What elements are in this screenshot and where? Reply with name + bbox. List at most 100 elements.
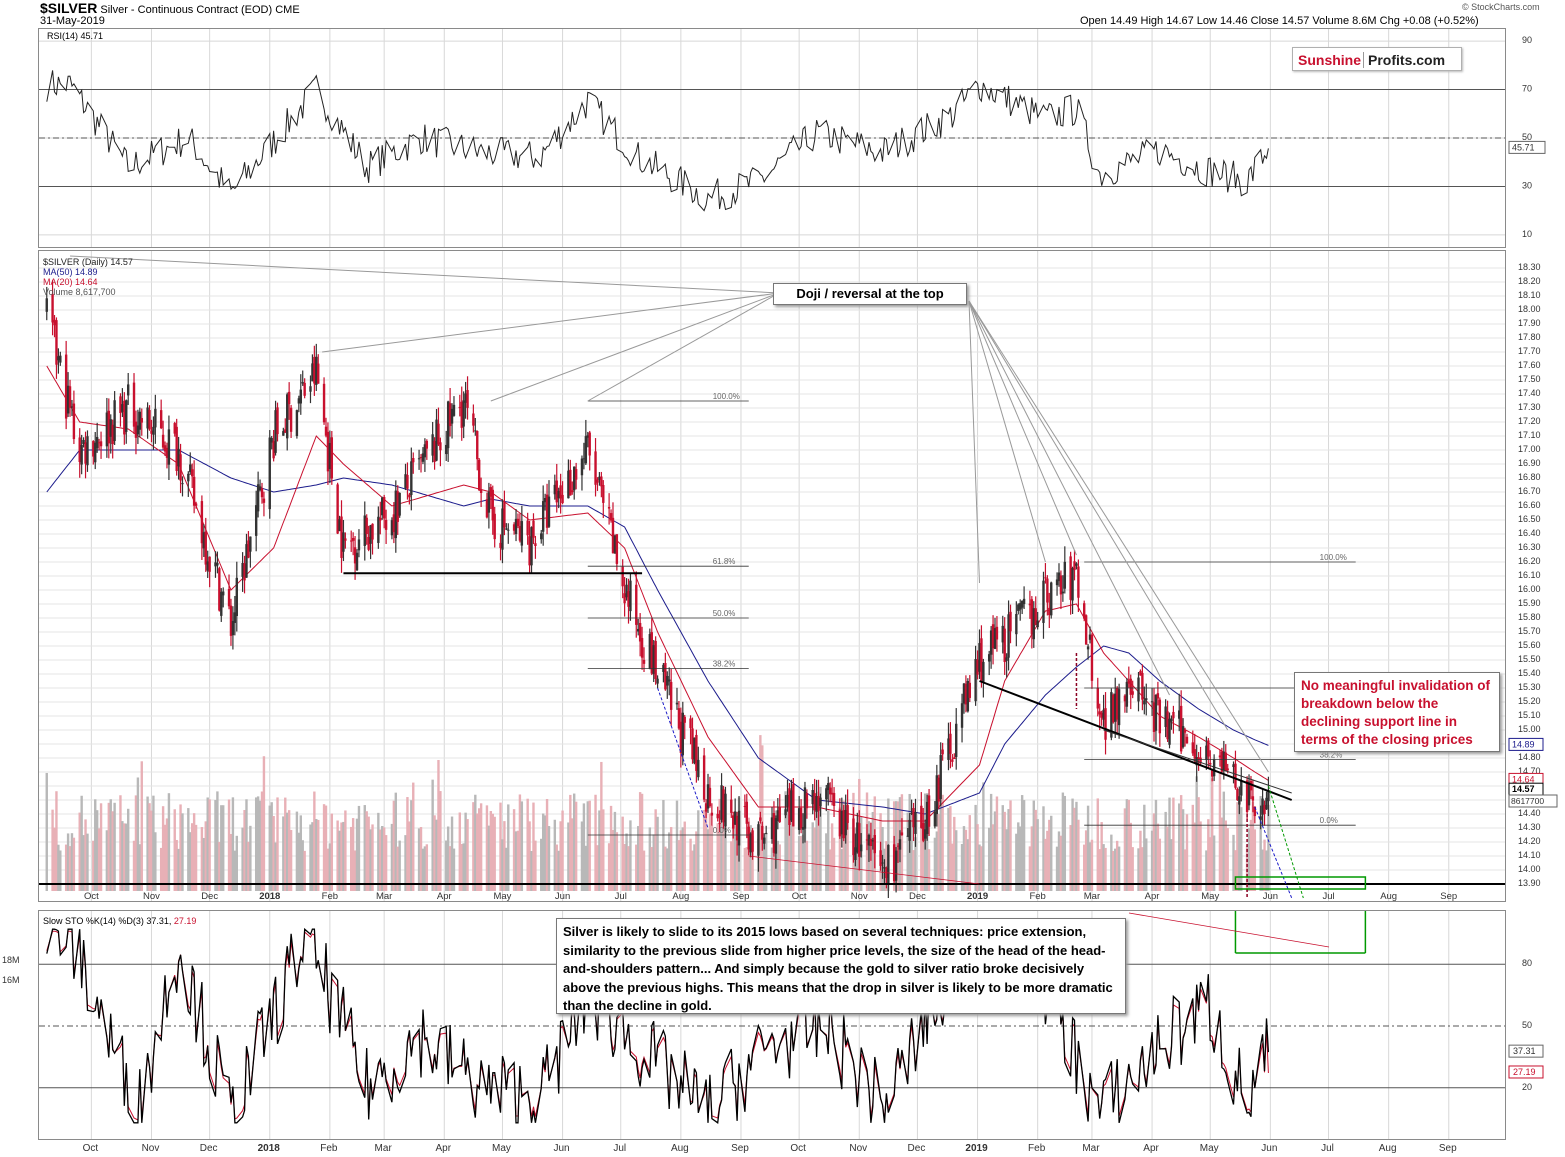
volume-bar: [315, 819, 318, 891]
price-bar-body: [571, 490, 574, 493]
volume-bar: [955, 830, 958, 891]
volume-bar: [1164, 811, 1167, 891]
price-bar-body: [1073, 561, 1076, 571]
price-bar-body: [968, 682, 971, 698]
price-bar-body: [543, 498, 547, 503]
volume-bar: [987, 827, 991, 891]
price-bar-body: [770, 817, 774, 840]
volume-bar: [173, 809, 176, 891]
price-bar-body: [258, 486, 262, 491]
volume-bar: [113, 802, 116, 891]
month-label: Nov: [143, 891, 160, 901]
price-bar-body: [730, 799, 733, 813]
volume-bar: [642, 850, 646, 891]
volume-bar: [743, 847, 747, 891]
price-tick: 18.00: [1518, 304, 1541, 314]
volume-bar: [254, 797, 258, 891]
price-bar-body: [1240, 780, 1243, 796]
price-bar-body: [776, 810, 780, 821]
price-bar-body: [1096, 687, 1099, 709]
volume-bar: [1077, 819, 1080, 891]
price-bar-body: [514, 518, 518, 535]
price-bar-body: [94, 442, 97, 463]
month-label: Feb: [1029, 891, 1045, 901]
price-bar-body: [982, 661, 985, 682]
price-bar-body: [1050, 582, 1053, 616]
price-bar-body: [588, 432, 591, 456]
sto-k-value: 37.31: [1513, 1046, 1536, 1056]
volume-bar: [1170, 839, 1173, 891]
price-bar-body: [247, 540, 250, 558]
price-bar-body: [299, 389, 302, 404]
volume-bar: [803, 813, 807, 891]
volume-bar: [177, 848, 180, 891]
volume-bar: [107, 802, 111, 891]
volume-bar: [1158, 838, 1162, 891]
price-bar-body: [1164, 706, 1167, 728]
price-bar-body: [111, 424, 114, 445]
price-bar-body: [557, 490, 560, 499]
volume-tag: [1508, 794, 1558, 808]
volume-bar: [1083, 844, 1086, 891]
month-label: Aug: [1380, 891, 1397, 901]
month-label: May: [492, 1143, 511, 1154]
volume-bar: [466, 819, 469, 891]
ma50-line: [46, 449, 1269, 815]
volume-bar: [718, 798, 721, 891]
sunshine-profits-logo: Sunshine Profits.com: [1292, 47, 1462, 71]
price-bar-body: [231, 620, 235, 636]
volume-bar: [1166, 826, 1169, 891]
volume-bar: [1210, 778, 1214, 891]
volume-bar: [976, 824, 979, 891]
price-bar-body: [980, 638, 983, 681]
price-bar-body: [679, 721, 683, 753]
ma20-line: [46, 365, 1269, 822]
price-bar-body: [920, 805, 923, 828]
volume-bar: [313, 791, 316, 891]
volume-bar: [351, 818, 355, 891]
price-bar-body: [464, 393, 467, 403]
volume-bar: [204, 821, 207, 891]
volume-bar: [1236, 802, 1239, 891]
price-bar-body: [1191, 742, 1194, 754]
volume-bar: [53, 827, 56, 891]
month-label: Sep: [731, 1143, 749, 1154]
month-label: Apr: [1143, 1143, 1159, 1154]
price-bar-body: [664, 662, 667, 690]
price-bar-body: [553, 484, 557, 495]
volume-bar: [233, 850, 237, 891]
price-bar-body: [249, 536, 252, 552]
volume-bar: [148, 803, 151, 891]
price-bar-body: [295, 410, 299, 437]
price-bar-body: [883, 867, 886, 869]
volume-bar: [276, 797, 279, 891]
price-bar-body: [906, 835, 909, 837]
price-bar-body: [1222, 751, 1226, 771]
volume-axis: 18M16M14M12M10M8M6M4M2M: [2, 955, 20, 985]
price-bar-body: [860, 844, 863, 852]
price-bar-body: [718, 823, 721, 825]
price-bar-body: [838, 809, 842, 837]
price-tick: 17.50: [1518, 374, 1541, 384]
price-bar-body: [1181, 726, 1185, 748]
volume-bar: [656, 816, 659, 891]
price-bar-body: [303, 382, 306, 396]
sto-tick: 80: [1522, 958, 1532, 968]
price-bar-body: [733, 811, 737, 825]
volume-bar: [693, 844, 696, 891]
price-bar-body: [1247, 782, 1251, 806]
volume-bar: [636, 826, 640, 891]
volume-bar: [1183, 849, 1187, 891]
volume-bar: [446, 826, 450, 891]
fib-right-label: 38.2%: [1320, 750, 1343, 759]
volume-bar: [367, 816, 370, 891]
price-bar-body: [462, 400, 465, 427]
price-bar-body: [190, 469, 194, 477]
price-bar-body: [594, 451, 597, 485]
price-bar-body: [964, 683, 968, 705]
volume-bar: [1137, 848, 1140, 891]
volume-bar: [355, 818, 359, 891]
price-bar-body: [691, 728, 694, 760]
volume-bar: [871, 811, 875, 891]
price-bar-body: [367, 536, 370, 550]
